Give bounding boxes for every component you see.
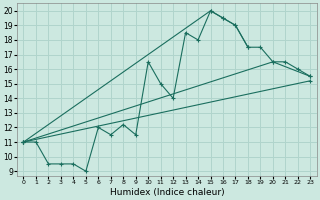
X-axis label: Humidex (Indice chaleur): Humidex (Indice chaleur) [109, 188, 224, 197]
